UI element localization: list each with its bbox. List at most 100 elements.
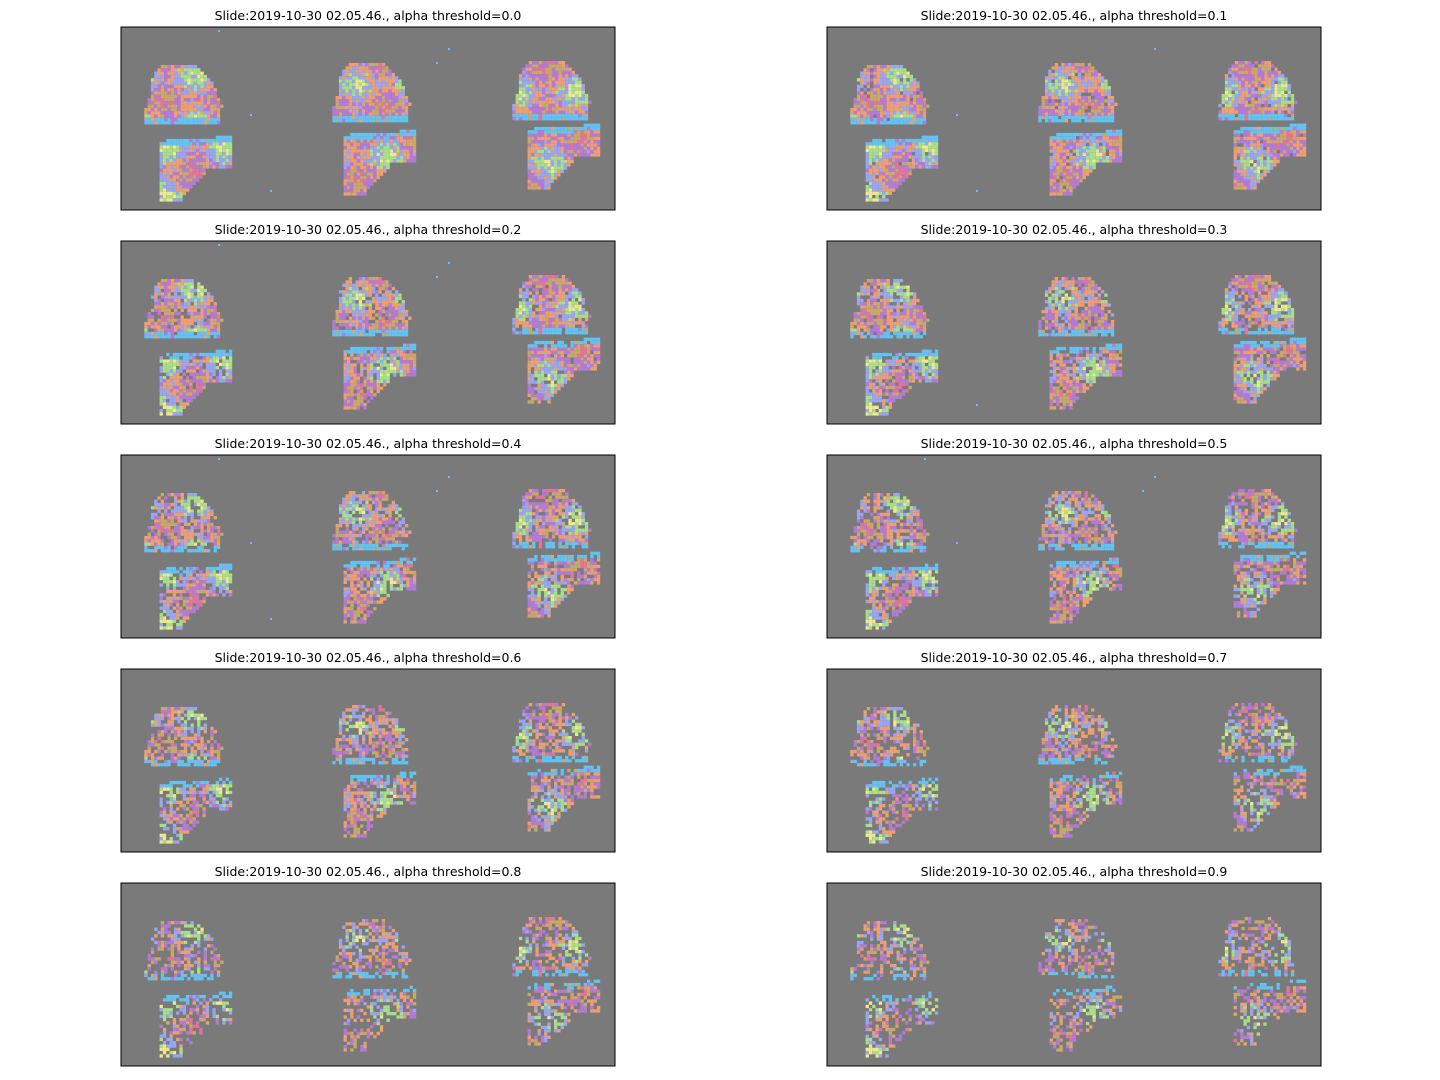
- tissue-spot: [228, 376, 233, 380]
- tissue-spot: [888, 188, 892, 192]
- tissue-spot: [1054, 89, 1059, 93]
- tissue-spot: [534, 166, 538, 170]
- tissue-spot: [1240, 183, 1244, 187]
- tissue-spot: [401, 319, 405, 324]
- tissue-spot: [1269, 136, 1274, 141]
- tissue-spot: [1061, 96, 1065, 100]
- tissue-spot: [1101, 76, 1105, 80]
- tissue-spot: [345, 286, 349, 291]
- tissue-spot: [551, 317, 556, 322]
- tissue-spot: [1243, 183, 1247, 187]
- tissue-spot: [568, 77, 572, 81]
- tissue-spot: [1054, 109, 1059, 113]
- tissue-spot: [905, 175, 909, 179]
- tissue-spot: [1058, 112, 1062, 116]
- tissue-spot: [216, 321, 221, 326]
- tissue-spot: [1085, 149, 1090, 153]
- tissue-spot: [348, 89, 353, 93]
- tissue-spot: [205, 356, 210, 360]
- tissue-spot: [1069, 169, 1073, 173]
- tissue-spot: [1267, 97, 1272, 101]
- tissue-spot: [1077, 102, 1082, 106]
- tissue-spot: [180, 107, 184, 112]
- tissue-spot: [561, 87, 566, 91]
- tissue-spot: [1256, 176, 1260, 180]
- tissue-spot: [555, 103, 559, 108]
- tissue-spot: [928, 142, 932, 146]
- tissue-spot: [182, 185, 186, 189]
- tissue-spot: [388, 323, 392, 327]
- tissue-spot: [167, 288, 171, 293]
- tissue-spot: [1072, 146, 1076, 150]
- tissue-spot: [396, 132, 400, 137]
- tissue-spot: [538, 314, 542, 318]
- tissue-spot: [174, 305, 178, 309]
- tissue-spot: [883, 111, 887, 115]
- tissue-spot: [570, 146, 574, 150]
- tissue-spot: [1224, 94, 1229, 98]
- tissue-spot: [222, 155, 226, 159]
- tissue-spot: [1269, 153, 1274, 157]
- tissue-spot: [527, 133, 531, 137]
- tissue-spot: [551, 294, 556, 299]
- tissue-spot: [360, 169, 364, 173]
- tissue-spot: [1284, 87, 1288, 91]
- tissue-spot: [538, 304, 542, 308]
- tissue-spot: [547, 136, 551, 141]
- tissue-spot: [532, 90, 536, 94]
- tissue-spot: [373, 149, 377, 153]
- tissue-spot: [1105, 136, 1109, 140]
- tissue-spot: [567, 140, 571, 144]
- tissue-spot: [401, 333, 405, 337]
- tissue-spot: [189, 185, 193, 189]
- tissue-spot: [538, 70, 542, 75]
- tissue-spot: [213, 121, 217, 125]
- tissue-spot: [557, 136, 561, 141]
- tissue-spot: [1234, 117, 1239, 121]
- tissue-spot: [180, 279, 184, 283]
- tissue-spot: [537, 179, 541, 183]
- tissue-spot: [378, 329, 382, 334]
- tissue-spot: [584, 97, 589, 101]
- tissue-spot: [866, 111, 871, 115]
- tissue-spot: [345, 86, 349, 90]
- tissue-spot: [1254, 80, 1258, 85]
- tissue-spot: [182, 372, 186, 376]
- tissue-spot: [565, 70, 569, 75]
- tissue-spot: [1056, 139, 1060, 143]
- tissue-spot: [395, 89, 399, 93]
- tissue-spot: [401, 329, 405, 334]
- tissue-spot: [177, 98, 181, 102]
- tissue-spot: [186, 178, 190, 182]
- tissue-spot: [176, 382, 180, 386]
- tissue-spot: [570, 136, 574, 141]
- tissue-spot: [186, 181, 190, 186]
- tissue-spot: [391, 296, 395, 301]
- tissue-spot: [366, 152, 370, 156]
- tissue-spot: [522, 301, 526, 305]
- tissue-spot: [1054, 63, 1059, 67]
- tissue-spot: [355, 66, 359, 70]
- tissue-spot: [1066, 175, 1070, 180]
- tissue-spot: [213, 101, 217, 105]
- tissue-spot: [1092, 146, 1096, 150]
- tissue-spot: [1062, 179, 1067, 183]
- tissue-spot: [216, 325, 221, 329]
- tissue-spot: [350, 192, 354, 196]
- tissue-spot: [177, 285, 181, 289]
- tissue-spot: [388, 300, 392, 304]
- tissue-spot: [395, 99, 399, 103]
- tissue-spot: [550, 153, 554, 157]
- tissue-spot: [228, 152, 233, 156]
- tissue-spot: [1269, 133, 1274, 137]
- tissue-spot: [1061, 105, 1065, 110]
- tissue-spot: [376, 149, 380, 153]
- tissue-spot: [362, 99, 366, 103]
- tissue-spot: [882, 171, 886, 176]
- tissue-spot: [352, 323, 356, 327]
- tissue-spot: [385, 286, 389, 291]
- tissue-spot: [215, 148, 219, 153]
- tissue-spot: [538, 103, 542, 108]
- tissue-spot: [345, 109, 349, 113]
- tissue-spot: [174, 71, 178, 75]
